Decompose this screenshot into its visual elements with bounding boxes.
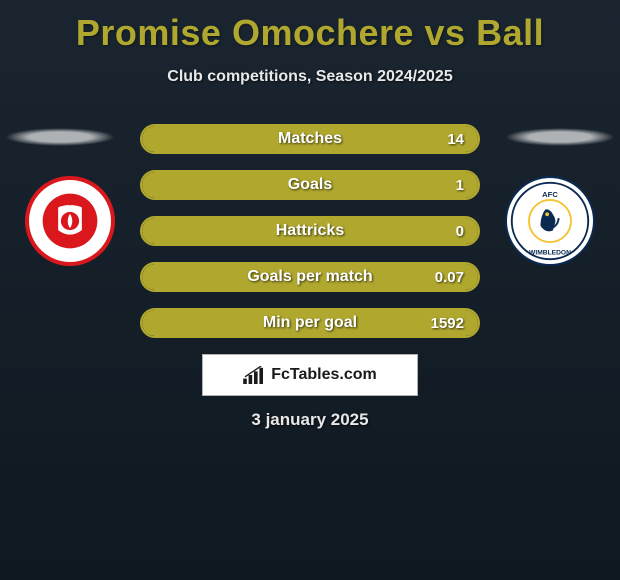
source-text: FcTables.com: [271, 366, 377, 384]
shadow-left: [5, 128, 115, 146]
shadow-right: [505, 128, 615, 146]
stat-value: 0: [456, 223, 464, 240]
fleetwood-town-icon: T FC: [29, 180, 111, 262]
subtitle: Club competitions, Season 2024/2025: [0, 68, 620, 86]
stats-list: Matches 14 Goals 1 Hattricks 0 Goals per…: [140, 124, 480, 338]
svg-text:AFC: AFC: [542, 190, 558, 199]
team-logo-right: AFC WIMBLEDON: [505, 176, 595, 266]
team-logo-left: T FC: [25, 176, 115, 266]
stat-value: 0.07: [435, 269, 464, 286]
stat-value: 1: [456, 177, 464, 194]
afc-wimbledon-icon: AFC WIMBLEDON: [507, 178, 593, 264]
stat-row-goals: Goals 1: [140, 170, 480, 200]
stat-label: Goals per match: [142, 268, 478, 286]
stat-label: Goals: [142, 176, 478, 194]
stat-label: Min per goal: [142, 314, 478, 332]
stat-label: Hattricks: [142, 222, 478, 240]
stat-row-hattricks: Hattricks 0: [140, 216, 480, 246]
date-label: 3 january 2025: [0, 410, 620, 430]
stat-label: Matches: [142, 130, 478, 148]
stat-value: 14: [447, 131, 464, 148]
stat-row-goals-per-match: Goals per match 0.07: [140, 262, 480, 292]
page-title: Promise Omochere vs Ball: [0, 0, 620, 54]
chart-icon: [243, 366, 265, 384]
svg-text:T: T: [67, 199, 72, 208]
stat-row-min-per-goal: Min per goal 1592: [140, 308, 480, 338]
source-attribution: FcTables.com: [202, 354, 418, 396]
stat-row-matches: Matches 14: [140, 124, 480, 154]
svg-text:WIMBLEDON: WIMBLEDON: [529, 249, 571, 256]
svg-text:FC: FC: [65, 237, 76, 246]
stat-value: 1592: [431, 315, 464, 332]
